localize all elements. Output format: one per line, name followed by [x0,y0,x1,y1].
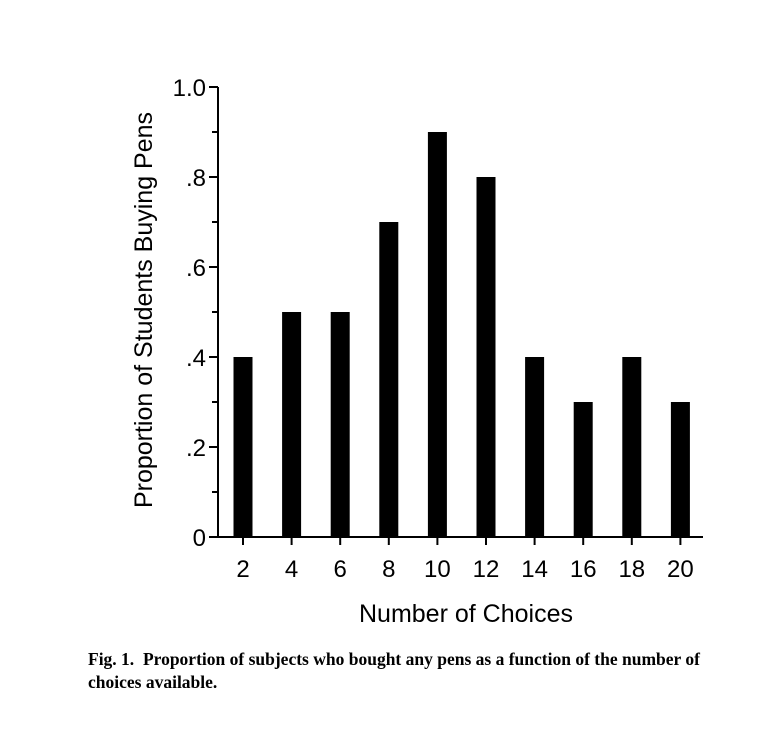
y-tick-label: .4 [186,345,206,372]
y-tick-label: 1.0 [173,75,206,102]
bar [622,357,642,537]
x-tick-label: 8 [382,556,395,583]
x-axis: 2 4 6 8 10 12 14 16 18 20 [217,536,703,583]
x-tick-label: 20 [667,556,694,583]
bar [525,357,545,537]
x-tick-label: 2 [236,556,249,583]
bar [427,132,447,537]
figure-caption-text: Proportion of subjects who bought any pe… [88,649,700,692]
y-tick-label: .8 [186,165,206,192]
bar [379,222,399,537]
x-tick-label: 6 [334,556,347,583]
y-tick-label: .2 [186,435,206,462]
x-tick-label: 14 [521,556,548,583]
bar-chart: 0 .2 .4 .6 .8 1.0 2 4 6 8 10 12 14 16 18 20 Proportion… [130,75,703,628]
bar [330,312,350,537]
x-tick-label: 10 [424,556,451,583]
bar [282,312,302,537]
x-axis-title: Number of Choices [359,600,573,628]
x-tick-label: 16 [570,556,597,583]
x-tick-label: 12 [473,556,500,583]
x-tick-label: 18 [618,556,645,583]
bar [233,357,253,537]
y-axis-title: Proportion of Students Buying Pens [130,112,158,508]
bar [670,402,690,537]
bar [476,177,496,537]
figure-caption: Fig. 1. Proportion of subjects who bough… [88,648,752,694]
y-tick-label: 0 [193,525,206,552]
y-tick-label: .6 [186,255,206,282]
bar [573,402,593,537]
bars [233,132,690,537]
figure-label: Fig. 1. [88,649,135,669]
x-tick-label: 4 [285,556,298,583]
y-axis: 0 .2 .4 .6 .8 1.0 [173,75,219,552]
